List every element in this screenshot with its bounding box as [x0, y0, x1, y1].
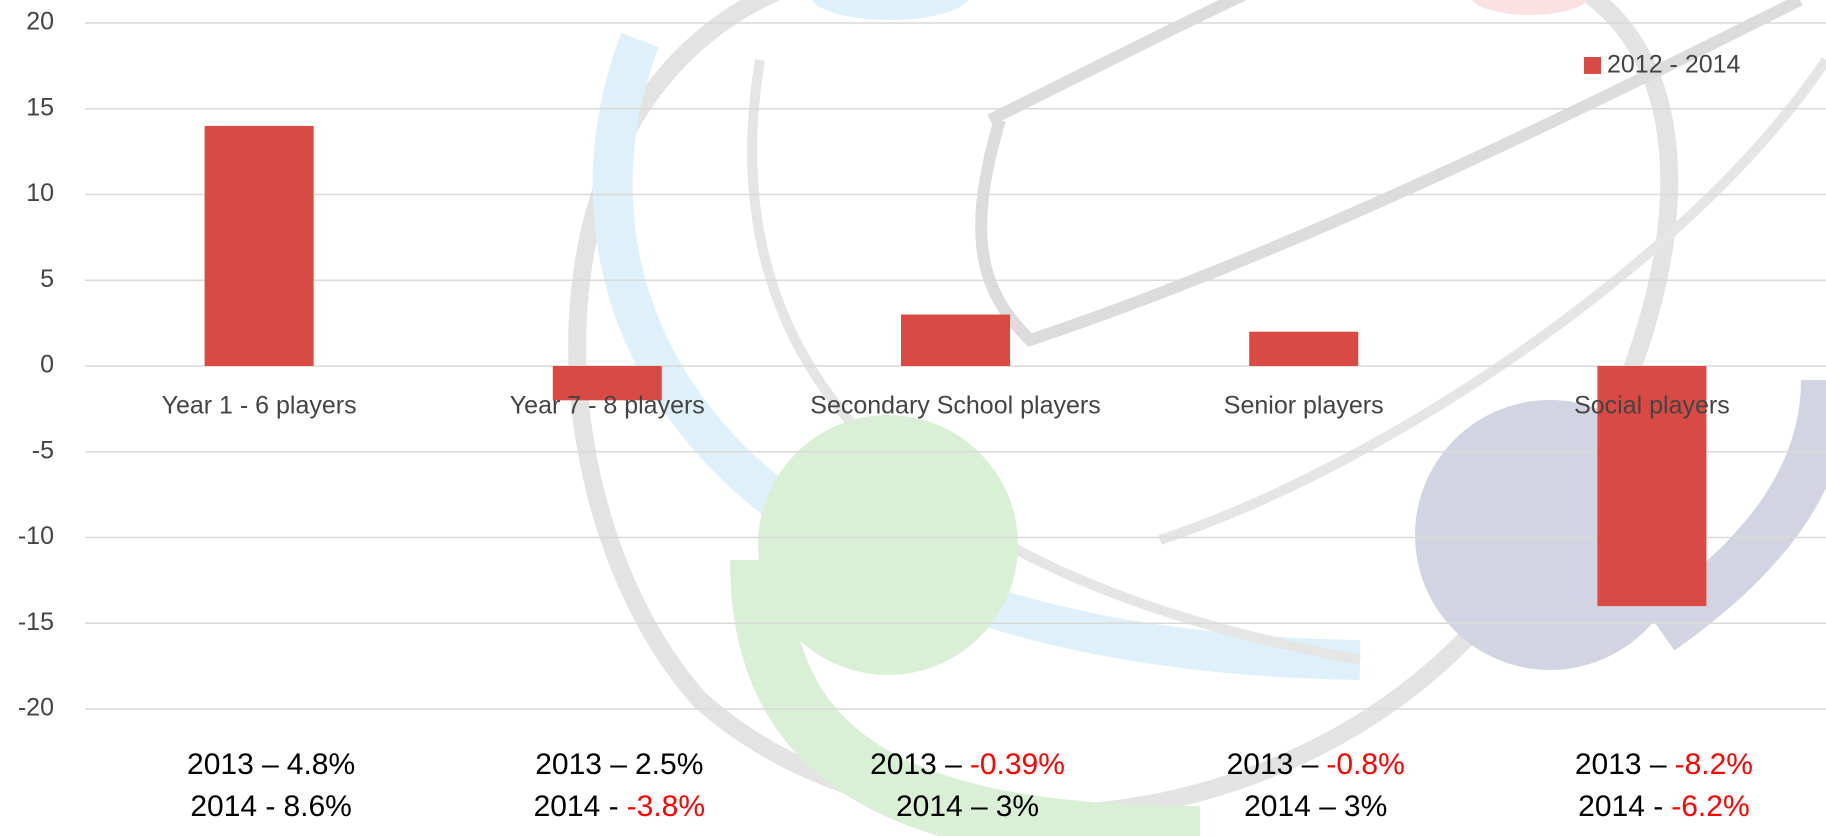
annotation-year: 2013 –	[187, 748, 279, 781]
bar	[204, 125, 314, 367]
annotation-change: 3%	[996, 790, 1039, 823]
annotation-year: 2013 –	[1575, 748, 1667, 781]
annotation: 2014 -8.6%	[190, 790, 351, 823]
annotation-change: 8.6%	[283, 790, 351, 823]
bar	[552, 366, 662, 401]
annotation-year: 2013 –	[535, 748, 627, 781]
annotation: 2014 - -3.8%	[534, 790, 705, 823]
annotation-change: -8.2%	[1675, 748, 1753, 781]
annotation-year: 2014 –	[896, 790, 988, 823]
x-tick-label: Senior players	[1224, 392, 1384, 420]
annotation: 2013 – -0.39%	[870, 748, 1065, 781]
y-tick-label: 0	[40, 351, 54, 379]
y-tick-label: 20	[26, 8, 54, 36]
y-tick-label: -10	[18, 522, 54, 550]
annotation-change: -3.8%	[627, 790, 705, 823]
annotation-year: 2013 –	[1227, 748, 1319, 781]
annotation: 2013 – -8.2%	[1575, 748, 1753, 781]
annotation: 2014 –3%	[1244, 790, 1387, 823]
annotation: 2013 – -0.8%	[1227, 748, 1405, 781]
annotation-change: 2.5%	[635, 748, 703, 781]
annotation-change: -6.2%	[1671, 790, 1749, 823]
y-tick-label: 5	[40, 265, 54, 293]
bar	[901, 314, 1010, 366]
y-tick-label: 10	[26, 179, 54, 207]
x-tick-label: Social players	[1574, 392, 1730, 420]
annotation-change: 4.8%	[287, 748, 355, 781]
x-tick-label: Year 1 - 6 players	[162, 392, 357, 420]
bar	[1597, 366, 1707, 607]
annotation-change: 3%	[1344, 790, 1387, 823]
annotation: 2014 - -6.2%	[1578, 790, 1749, 823]
annotation-year: 2014 -	[534, 790, 619, 823]
y-tick-label: -5	[32, 436, 54, 464]
x-tick-label: Year 7 - 8 players	[510, 392, 705, 420]
legend-label: 2012 - 2014	[1607, 51, 1741, 79]
annotation: 2013 –2.5%	[535, 748, 703, 781]
annotation: 2014 –3%	[896, 790, 1039, 823]
x-tick-label: Secondary School players	[810, 392, 1100, 420]
annotation-year: 2014 –	[1244, 790, 1336, 823]
annotation: 2013 –4.8%	[187, 748, 355, 781]
annotation-change: -0.8%	[1326, 748, 1404, 781]
annotation-year: 2014 -	[190, 790, 275, 823]
annotation-change: -0.39%	[970, 748, 1065, 781]
annotation-year: 2013 –	[870, 748, 962, 781]
legend-swatch	[1584, 57, 1601, 74]
y-tick-label: 15	[26, 93, 54, 121]
bar	[1249, 331, 1359, 366]
y-tick-label: -20	[18, 694, 54, 722]
y-tick-label: -15	[18, 608, 54, 636]
annotation-year: 2014 -	[1578, 790, 1663, 823]
